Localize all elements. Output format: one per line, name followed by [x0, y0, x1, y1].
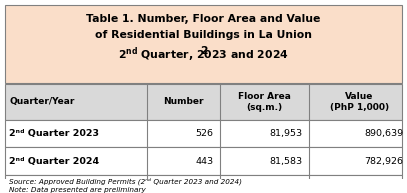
Text: $\mathbf{2^{nd}}$ Quarter, 2023 and 2024: $\mathbf{2^{nd}}$ Quarter, 2023 and 2024 — [118, 46, 289, 64]
Text: Source: Approved Building Permits (2ⁿᵈ Quarter 2023 and 2024): Source: Approved Building Permits (2ⁿᵈ Q… — [9, 178, 243, 185]
Text: Note: Data presented are preliminary: Note: Data presented are preliminary — [9, 187, 146, 193]
Text: 81,953: 81,953 — [269, 129, 302, 138]
Text: Number: Number — [163, 97, 204, 107]
FancyBboxPatch shape — [5, 84, 402, 120]
Text: 526: 526 — [196, 129, 214, 138]
FancyBboxPatch shape — [5, 120, 402, 147]
Text: Quarter/Year: Quarter/Year — [9, 97, 75, 107]
FancyBboxPatch shape — [5, 175, 402, 193]
Text: 782,926: 782,926 — [365, 157, 404, 166]
FancyBboxPatch shape — [5, 5, 402, 83]
Text: 2ⁿᵈ Quarter 2023: 2ⁿᵈ Quarter 2023 — [9, 129, 99, 138]
Text: 81,583: 81,583 — [269, 157, 302, 166]
Text: 2: 2 — [200, 46, 207, 56]
Text: Value
(PhP 1,000): Value (PhP 1,000) — [330, 92, 389, 112]
Text: Floor Area
(sq.m.): Floor Area (sq.m.) — [238, 92, 291, 112]
Text: 890,639: 890,639 — [364, 129, 404, 138]
Text: 2ⁿᵈ Quarter 2024: 2ⁿᵈ Quarter 2024 — [9, 157, 100, 166]
FancyBboxPatch shape — [5, 147, 402, 175]
Text: 443: 443 — [195, 157, 214, 166]
Text: of Residential Buildings in La Union: of Residential Buildings in La Union — [95, 30, 312, 40]
Text: Table 1. Number, Floor Area and Value: Table 1. Number, Floor Area and Value — [86, 14, 321, 24]
